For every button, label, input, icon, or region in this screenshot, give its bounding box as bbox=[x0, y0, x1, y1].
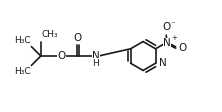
Text: N: N bbox=[163, 38, 171, 48]
Text: N: N bbox=[159, 58, 166, 68]
Text: ⁻: ⁻ bbox=[170, 20, 175, 29]
Text: O: O bbox=[179, 43, 187, 53]
Text: N: N bbox=[92, 51, 100, 61]
Text: +: + bbox=[172, 35, 178, 41]
Text: O: O bbox=[58, 51, 66, 61]
Text: O: O bbox=[162, 22, 170, 32]
Text: CH₃: CH₃ bbox=[42, 30, 58, 39]
Text: H₃C: H₃C bbox=[14, 36, 31, 45]
Text: H: H bbox=[93, 58, 99, 68]
Text: H₃C: H₃C bbox=[14, 67, 31, 76]
Text: O: O bbox=[74, 33, 82, 43]
